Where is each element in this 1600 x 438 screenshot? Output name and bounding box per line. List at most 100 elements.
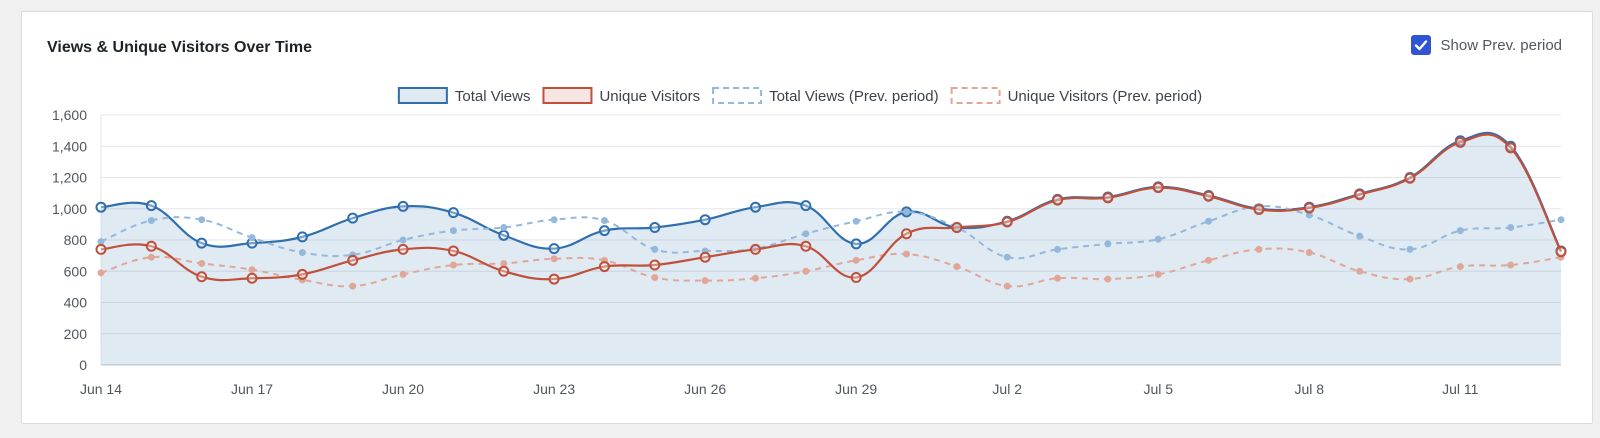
- unique-visitors-point: [1253, 204, 1265, 216]
- prev-unique-visitors-point: [550, 255, 558, 263]
- unique-visitors-point: [749, 243, 761, 255]
- unique-visitors-point: [1354, 189, 1366, 201]
- unique-visitors-point: [850, 272, 862, 283]
- prev-unique-visitors-point: [248, 266, 256, 274]
- prev-total-views-point: [1356, 232, 1364, 240]
- prev-unique-visitors-point: [1507, 261, 1515, 269]
- unique-visitors-point: [1303, 202, 1315, 214]
- prev-total-views-point: [1154, 235, 1162, 243]
- prev-total-views-point: [248, 234, 256, 242]
- unique-visitors-point: [548, 273, 560, 285]
- x-tick-label: Jun 29: [835, 381, 877, 397]
- prev-total-views-point: [1456, 227, 1464, 235]
- prev-total-views-point: [550, 216, 558, 224]
- prev-unique-visitors-point: [349, 282, 357, 290]
- unique-visitors-point: [397, 243, 409, 255]
- total-views-point: [649, 222, 661, 233]
- prev-unique-visitors-point: [1154, 270, 1162, 278]
- unique-visitors-point: [447, 245, 459, 257]
- prev-unique-visitors-point: [1456, 263, 1464, 271]
- unique-visitors-point: [347, 254, 359, 266]
- y-tick-label: 800: [64, 232, 88, 248]
- prev-unique-visitors-point: [1255, 245, 1263, 253]
- prev-unique-visitors-point: [953, 263, 961, 271]
- prev-total-views-point: [1205, 217, 1213, 225]
- unique-visitors-point: [951, 222, 963, 233]
- total-views-point: [296, 231, 308, 243]
- y-tick-label: 600: [64, 263, 88, 279]
- total-views-point: [800, 200, 812, 212]
- x-tick-label: Jun 17: [231, 381, 273, 397]
- unique-visitors-point: [800, 240, 812, 252]
- total-views-point: [196, 237, 208, 249]
- y-tick-label: 200: [64, 326, 88, 342]
- prev-unique-visitors-point: [97, 269, 105, 277]
- prev-total-views-point: [651, 245, 659, 253]
- y-tick-label: 1,600: [52, 107, 87, 123]
- unique-visitors-legend-swatch: [542, 87, 593, 104]
- y-tick-label: 1,400: [52, 138, 87, 154]
- unique-visitors-point: [699, 251, 711, 263]
- unique-visitors-point: [1505, 142, 1517, 154]
- prev-total-views-point: [500, 224, 508, 231]
- chart-grid: [100, 114, 1561, 366]
- x-tick-label: Jul 8: [1294, 381, 1324, 397]
- total-views-area: [101, 132, 1561, 365]
- prev-unique-visitors-point: [500, 259, 508, 267]
- prev-unique-visitors-legend-swatch: [950, 87, 1001, 104]
- prev-unique-visitors-point: [802, 267, 810, 275]
- chart-legend: Total Views Unique Visitors Total Views (P…: [397, 87, 1202, 105]
- show-prev-period-label: Show Prev. period: [1440, 36, 1562, 54]
- unique-visitors-point: [1052, 194, 1064, 206]
- prev-total-views-point: [97, 238, 105, 246]
- prev-unique-visitors-point: [1356, 267, 1364, 275]
- y-tick-label: 1,000: [52, 201, 87, 217]
- prev-unique-visitors-point: [449, 261, 457, 269]
- prev-unique-visitors-point: [1104, 275, 1112, 283]
- show-prev-period-toggle[interactable]: Show Prev. period: [1410, 35, 1562, 55]
- prev-unique-visitors-point: [1003, 282, 1011, 290]
- total-views-point: [498, 229, 510, 241]
- unique-visitors-point: [1102, 192, 1114, 204]
- x-tick-label: Jun 26: [684, 381, 726, 397]
- unique-visitors-series: [95, 133, 1567, 285]
- prev-total-views-point: [198, 216, 206, 224]
- prev-total-views-point: [1557, 216, 1565, 224]
- chart-title: Views & Unique Visitors Over Time: [47, 39, 312, 56]
- unique-visitors-point: [901, 228, 913, 240]
- prev-total-views-point: [1054, 245, 1062, 253]
- x-tick-label: Jul 2: [992, 381, 1022, 397]
- prev-total-views-point: [802, 230, 810, 238]
- prev-total-views-legend-swatch: [712, 87, 763, 104]
- prev-unique-visitors-point: [399, 270, 407, 278]
- prev-unique-visitors-point: [1406, 275, 1414, 283]
- total-views-point: [145, 200, 157, 212]
- prev-unique-visitors-point: [147, 253, 155, 261]
- prev-total-views-point: [449, 227, 457, 235]
- checkmark-icon: [1414, 40, 1427, 51]
- unique-visitors-point: [95, 243, 107, 255]
- unique-visitors-point: [145, 240, 157, 252]
- unique-visitors-point: [498, 265, 510, 277]
- prev-unique-visitors-point: [1205, 256, 1213, 264]
- show-prev-period-checkbox[interactable]: [1410, 35, 1431, 55]
- x-axis: Jun 14 Jun 17 Jun 20 Jun 23 Jun 26 Jun 29 Jul …: [80, 381, 1479, 397]
- prev-unique-visitors-point: [1054, 274, 1062, 282]
- unique-visitors-point: [1555, 246, 1567, 258]
- prev-unique-visitors-point: [198, 259, 206, 267]
- unique-visitors-point: [296, 268, 308, 280]
- unique-visitors-point: [1152, 182, 1164, 194]
- x-tick-label: Jun 14: [80, 381, 122, 397]
- prev-unique-visitors-point: [701, 277, 709, 285]
- prev-total-views-point: [1003, 253, 1011, 261]
- unique-visitors-point: [1404, 172, 1416, 184]
- prev-total-views-point: [399, 236, 407, 244]
- y-tick-label: 0: [79, 357, 87, 373]
- y-tick-label: 1,200: [52, 170, 87, 186]
- prev-unique-visitors-point: [1305, 249, 1313, 256]
- y-tick-label: 400: [64, 295, 88, 311]
- prev-unique-visitors-point: [651, 274, 659, 281]
- unique-visitors-point: [1454, 136, 1466, 148]
- total-views-point: [397, 200, 409, 212]
- prev-total-views-point: [1104, 240, 1112, 248]
